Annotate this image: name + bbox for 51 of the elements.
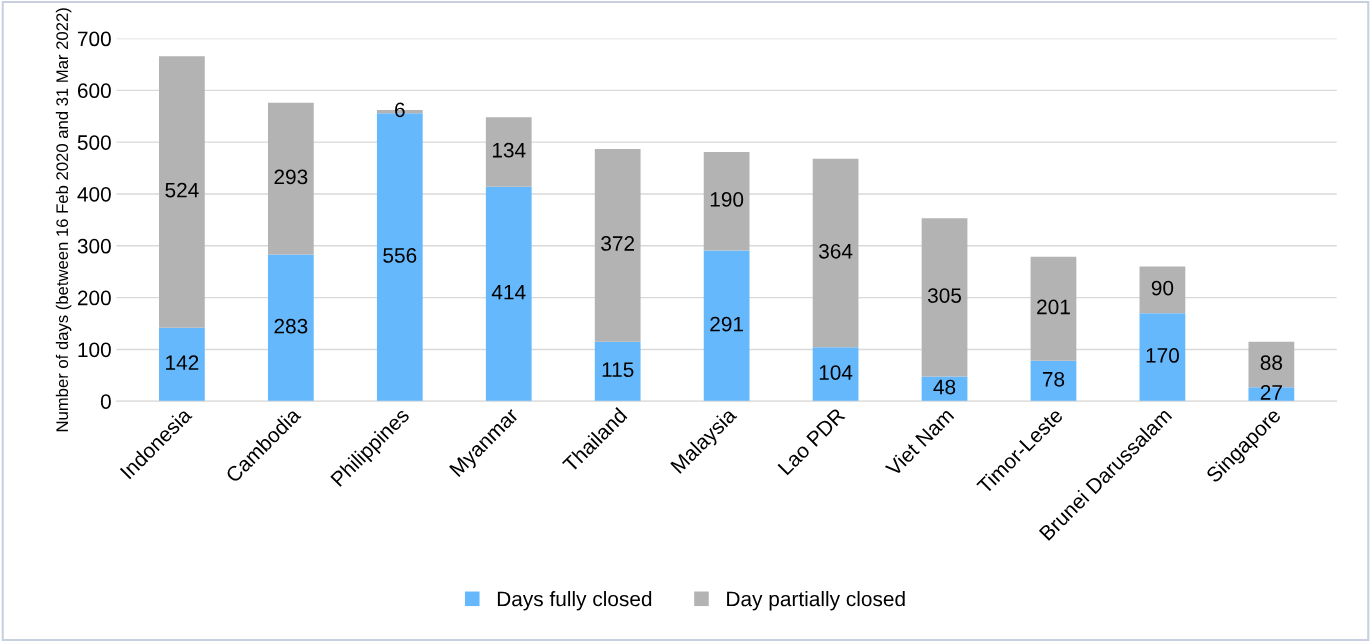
data-label: 170 — [1146, 348, 1179, 363]
data-label: 88 — [1260, 355, 1283, 371]
bar — [267, 102, 314, 255]
data-label: 293 — [274, 169, 308, 185]
bar — [159, 56, 205, 328]
data-label: 90 — [1151, 280, 1174, 296]
data-label: 104 — [819, 365, 853, 380]
bar — [159, 327, 205, 402]
data-label: 305 — [927, 288, 962, 303]
data-label: 291 — [710, 316, 743, 332]
data-label: 78 — [1042, 371, 1065, 387]
data-label: 364 — [818, 243, 853, 259]
bar — [1030, 360, 1077, 402]
y-axis-title: Number of days (between 16 Feb 2020 and 31 Mar 2022) — [55, 8, 72, 432]
bar — [703, 250, 750, 402]
y-tick-label: 300 — [77, 238, 111, 254]
bar — [594, 148, 641, 342]
y-tick-label: 500 — [77, 135, 111, 150]
data-label: 134 — [492, 142, 526, 158]
bar — [1139, 266, 1186, 314]
data-label: 6 — [395, 102, 405, 118]
bar — [594, 341, 641, 402]
data-label: 372 — [601, 236, 635, 251]
y-tick-label: 200 — [77, 290, 111, 306]
data-label: 524 — [165, 182, 199, 198]
data-label: 115 — [602, 362, 634, 378]
legend-label: Days fully closed — [497, 590, 652, 611]
bar — [485, 186, 532, 402]
bar — [812, 158, 859, 348]
bar — [921, 218, 968, 377]
bar — [1139, 313, 1186, 402]
bar — [812, 347, 859, 402]
data-label: 142 — [166, 355, 199, 370]
bar — [267, 254, 314, 402]
data-label: 556 — [383, 248, 417, 263]
bar — [1248, 387, 1295, 402]
data-label: 48 — [933, 379, 956, 395]
y-tick-label: 400 — [77, 186, 111, 202]
y-tick-label: 700 — [77, 31, 111, 47]
data-label: 190 — [710, 192, 744, 207]
data-label: 414 — [491, 285, 526, 300]
bar — [1030, 256, 1077, 361]
y-tick-label: 0 — [100, 394, 111, 409]
data-label: 283 — [274, 318, 308, 334]
data-label: 27 — [1260, 385, 1282, 400]
data-label: 201 — [1037, 299, 1070, 315]
bar — [703, 152, 750, 251]
bar — [485, 117, 532, 187]
y-tick-label: 600 — [77, 83, 111, 99]
legend-label: Day partially closed — [727, 590, 905, 611]
y-tick-label: 100 — [78, 342, 111, 358]
